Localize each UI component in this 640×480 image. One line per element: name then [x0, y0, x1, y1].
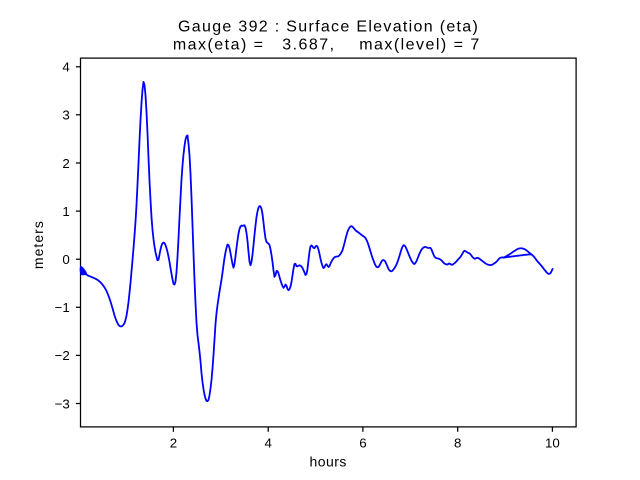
- svg-text:meters: meters: [30, 220, 46, 269]
- svg-text:3: 3: [62, 108, 69, 123]
- svg-text:max(eta) = 3.687, max(lev: max(eta) = 3.687, max(level) = 7: [173, 36, 481, 53]
- svg-text:2: 2: [62, 156, 69, 171]
- svg-text:2: 2: [170, 435, 177, 450]
- svg-text:6: 6: [359, 435, 366, 450]
- svg-text:8: 8: [454, 435, 461, 450]
- svg-text:−2: −2: [55, 348, 70, 363]
- svg-text:−3: −3: [55, 396, 70, 411]
- svg-text:1: 1: [62, 204, 69, 219]
- svg-text:4: 4: [264, 435, 271, 450]
- svg-text:Gauge 392 : Surface Elevation: Gauge 392 : Surface Elevation (eta): [178, 18, 479, 35]
- svg-text:4: 4: [62, 60, 69, 75]
- svg-text:0: 0: [62, 252, 69, 267]
- svg-text:−1: −1: [55, 300, 70, 315]
- svg-text:10: 10: [545, 435, 560, 450]
- svg-text:hours: hours: [310, 454, 347, 470]
